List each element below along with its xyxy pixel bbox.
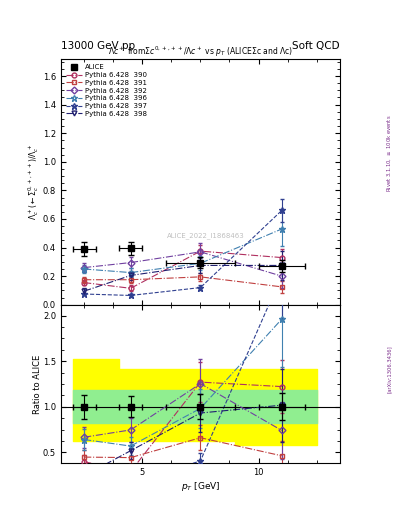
Y-axis label: $\Lambda_c^+(\leftarrow\Sigma_c^{0,+,++})/\Lambda_c^+$: $\Lambda_c^+(\leftarrow\Sigma_c^{0,+,++}… [26, 144, 41, 220]
Text: Rivet 3.1.10, $\geq$ 100k events: Rivet 3.1.10, $\geq$ 100k events [385, 115, 393, 193]
Text: [arXiv:1306.3436]: [arXiv:1306.3436] [387, 345, 391, 393]
Text: ALICE_2022_I1868463: ALICE_2022_I1868463 [167, 232, 245, 239]
Text: Soft QCD: Soft QCD [292, 41, 340, 51]
Y-axis label: Ratio to ALICE: Ratio to ALICE [33, 354, 42, 414]
Legend: ALICE, Pythia 6.428  390, Pythia 6.428  391, Pythia 6.428  392, Pythia 6.428  39: ALICE, Pythia 6.428 390, Pythia 6.428 39… [64, 62, 149, 119]
Text: 13000 GeV pp: 13000 GeV pp [61, 41, 135, 51]
X-axis label: $p_T$ [GeV]: $p_T$ [GeV] [181, 480, 220, 493]
Title: $\Lambda c^+$ from$\Sigma c^{0,+,++}/\Lambda c^+$ vs $p_T$ (ALICE$\Sigma$c and $: $\Lambda c^+$ from$\Sigma c^{0,+,++}/\La… [108, 45, 293, 59]
